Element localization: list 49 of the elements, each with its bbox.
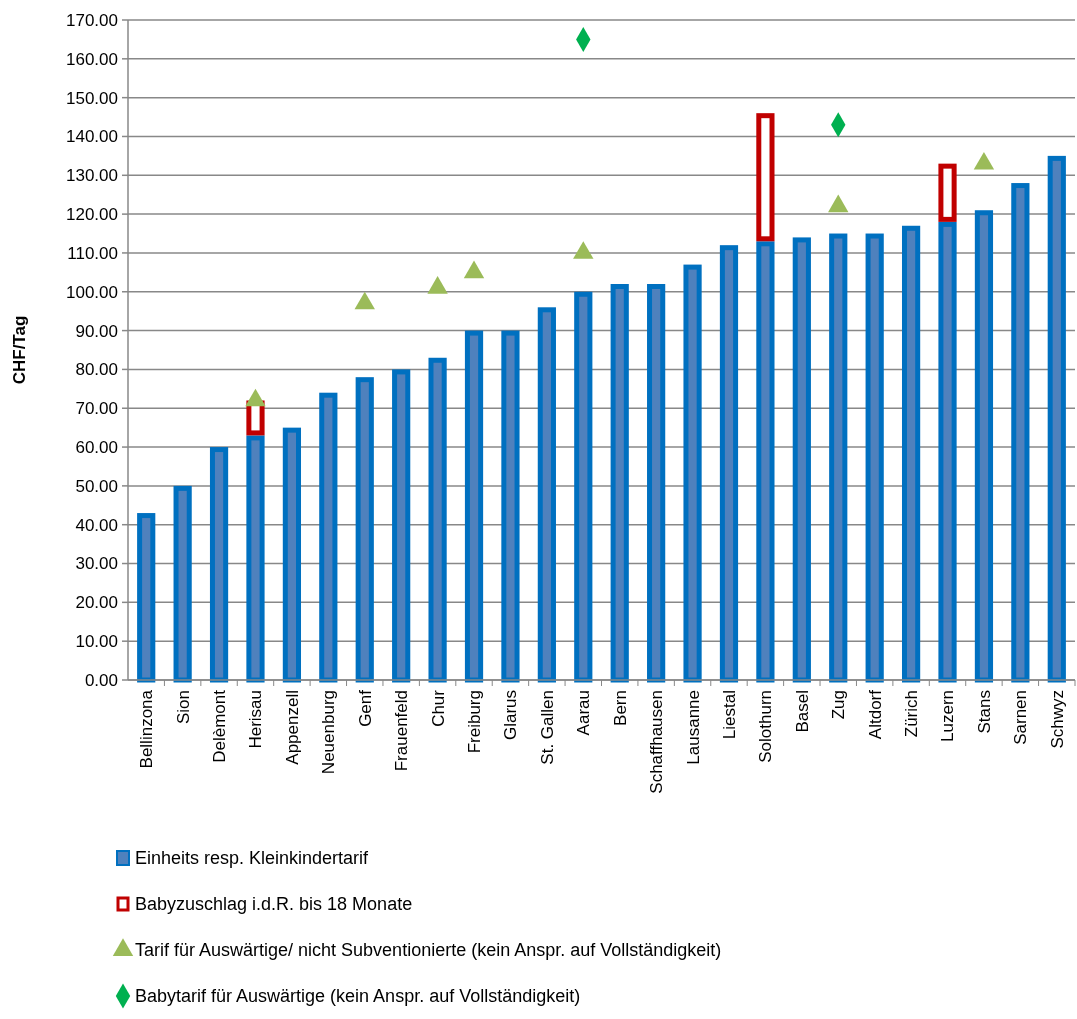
x-tick-label: Altdorf [865,689,885,740]
x-tick-label: Schwyz [1047,690,1067,749]
x-tick-label: Chur [428,689,448,727]
x-tick-label: Luzern [938,690,958,742]
x-tick-label: Freiburg [464,690,484,754]
y-tick-label: 50.00 [75,476,118,496]
y-tick-label: 0.00 [84,670,118,690]
x-tick-label: Bern [610,690,630,726]
legend-label: Babyzuschlag i.d.R. bis 18 Monate [135,894,413,915]
x-tick-label: Neuenburg [319,690,339,775]
y-tick-label: 120.00 [66,205,118,225]
x-tick-label: Stans [974,690,994,734]
y-tick-label: 150.00 [66,88,118,108]
y-tick-label: 160.00 [66,49,118,69]
y-tick-label: 20.00 [75,593,118,613]
y-tick-label: 80.00 [75,360,118,380]
x-tick-label: Glarus [501,690,521,741]
y-tick-label: 110.00 [67,243,118,263]
x-tick-label: Zug [829,690,849,720]
x-tick-label: Herisau [246,690,266,749]
x-tick-label: Bellinzona [137,689,157,769]
y-tick-label: 90.00 [75,321,118,341]
x-tick-label: Schaffhausen [647,690,667,794]
x-tick-label: Aarau [574,690,594,736]
y-tick-label: 40.00 [75,515,118,535]
y-axis-title: CHF/Tag [10,315,29,385]
x-tick-label: St. Gallen [537,690,557,765]
y-tick-label: 10.00 [75,632,118,652]
x-tick-label: Sion [173,690,193,725]
x-tick-label: Liestal [719,690,739,740]
x-tick-label: Solothurn [756,690,776,763]
legend-label: Tarif für Auswärtige/ nicht Subventionierte (kein Anspr. auf Vollständigkeit) [135,940,722,961]
y-tick-label: 170.00 [66,10,118,30]
x-tick-label: Lausanne [683,690,703,765]
y-tick-label: 130.00 [66,166,118,186]
y-tick-label: 60.00 [75,438,118,458]
y-tick-label: 100.00 [66,282,118,302]
y-tick-label: 70.00 [75,399,118,419]
y-tick-label: 30.00 [75,554,118,574]
x-tick-label: Frauenfeld [392,690,412,772]
x-tick-label: Delèmont [210,689,230,763]
legend-label: Einheits resp. Kleinkindertarif [135,848,370,869]
legend-label: Babytarif für Auswärtige (kein Anspr. auf Vollständigkeit) [135,986,581,1007]
x-tick-label: Zürich [902,690,922,738]
x-tick-label: Appenzell [282,690,302,765]
x-tick-label: Genf [355,689,375,727]
x-tick-label: Basel [792,690,812,733]
y-tick-label: 140.00 [66,127,118,147]
x-tick-label: Sarnen [1011,690,1031,745]
